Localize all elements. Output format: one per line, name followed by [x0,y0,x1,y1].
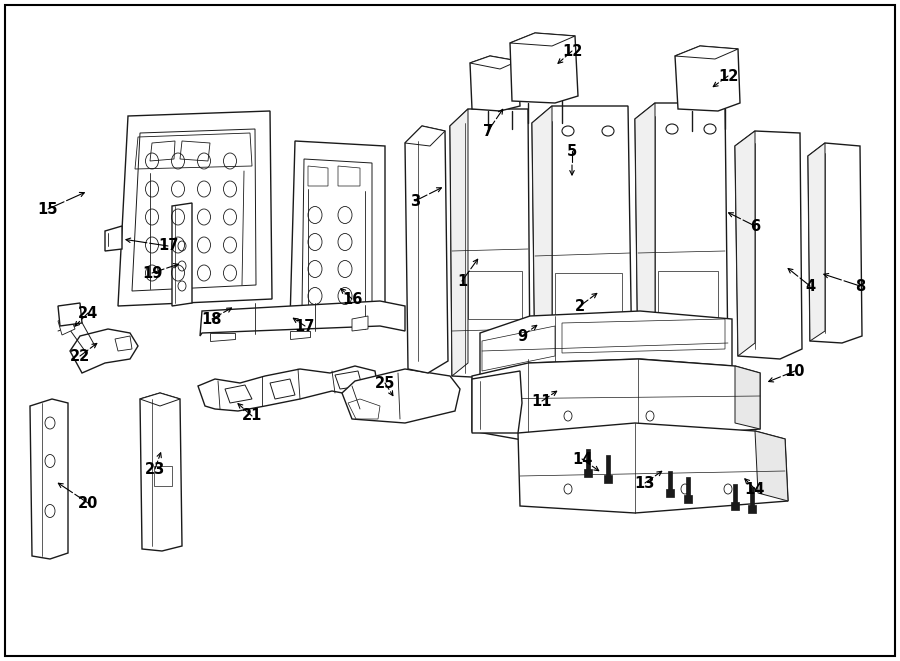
Text: 17: 17 [158,239,178,254]
Polygon shape [675,46,740,111]
Polygon shape [335,371,362,389]
Polygon shape [140,393,182,551]
Polygon shape [510,33,575,46]
Polygon shape [808,143,862,343]
Polygon shape [290,141,385,323]
Text: 25: 25 [374,375,395,391]
Text: 18: 18 [202,311,222,327]
Polygon shape [675,46,738,59]
Polygon shape [352,316,368,331]
Polygon shape [115,336,132,351]
Text: 8: 8 [855,278,865,293]
Polygon shape [735,131,755,356]
Polygon shape [198,366,378,411]
Polygon shape [210,333,235,341]
Polygon shape [140,393,180,406]
Text: 20: 20 [77,496,98,510]
Text: 12: 12 [562,44,582,59]
Polygon shape [200,301,405,336]
Polygon shape [270,379,295,399]
Polygon shape [225,385,252,403]
Polygon shape [472,371,522,433]
Polygon shape [70,329,138,373]
Text: 4: 4 [805,278,815,293]
Text: 7: 7 [483,124,493,139]
Polygon shape [733,484,737,504]
Polygon shape [735,366,760,429]
Polygon shape [290,331,310,339]
Polygon shape [686,477,690,497]
Polygon shape [532,106,632,376]
Polygon shape [405,126,448,373]
Text: 17: 17 [295,319,315,334]
Polygon shape [604,475,612,483]
Polygon shape [666,489,674,497]
Text: 13: 13 [634,475,655,490]
Polygon shape [750,487,754,507]
Polygon shape [635,103,728,373]
Polygon shape [30,399,68,559]
Polygon shape [470,56,520,111]
Ellipse shape [602,126,614,136]
Polygon shape [668,471,672,491]
Text: 2: 2 [575,299,585,313]
Polygon shape [808,143,825,341]
Polygon shape [606,455,610,477]
Polygon shape [450,109,468,376]
Polygon shape [735,131,802,359]
Text: 22: 22 [70,348,90,364]
Text: 15: 15 [38,202,58,217]
Polygon shape [518,423,788,513]
Text: 24: 24 [78,305,98,321]
Text: 9: 9 [517,329,527,344]
Text: 6: 6 [750,219,760,233]
Polygon shape [342,369,460,423]
Polygon shape [105,226,122,251]
Polygon shape [405,126,445,146]
Polygon shape [470,56,518,69]
Text: 5: 5 [567,143,577,159]
Polygon shape [282,309,300,329]
Polygon shape [532,106,552,373]
Text: 3: 3 [410,194,420,208]
Text: 14: 14 [572,451,592,467]
Polygon shape [755,431,788,501]
Text: 14: 14 [745,481,765,496]
Polygon shape [584,469,592,477]
Text: 10: 10 [785,364,806,379]
Polygon shape [586,449,590,471]
Polygon shape [684,495,692,503]
Polygon shape [510,33,578,103]
Ellipse shape [562,126,574,136]
Polygon shape [118,111,272,306]
Text: 12: 12 [718,69,738,83]
Polygon shape [172,203,192,306]
Text: 19: 19 [142,266,162,280]
Polygon shape [731,502,739,510]
Polygon shape [748,505,756,513]
Polygon shape [635,103,655,371]
Polygon shape [450,109,530,379]
Polygon shape [480,311,732,379]
Text: 1: 1 [457,274,467,288]
Polygon shape [58,303,82,326]
Ellipse shape [704,124,716,134]
Polygon shape [58,316,75,335]
Text: 21: 21 [242,408,262,424]
Text: 16: 16 [342,292,362,307]
Ellipse shape [666,124,678,134]
Polygon shape [472,359,760,441]
Text: 23: 23 [145,461,165,477]
Text: 11: 11 [532,393,553,408]
